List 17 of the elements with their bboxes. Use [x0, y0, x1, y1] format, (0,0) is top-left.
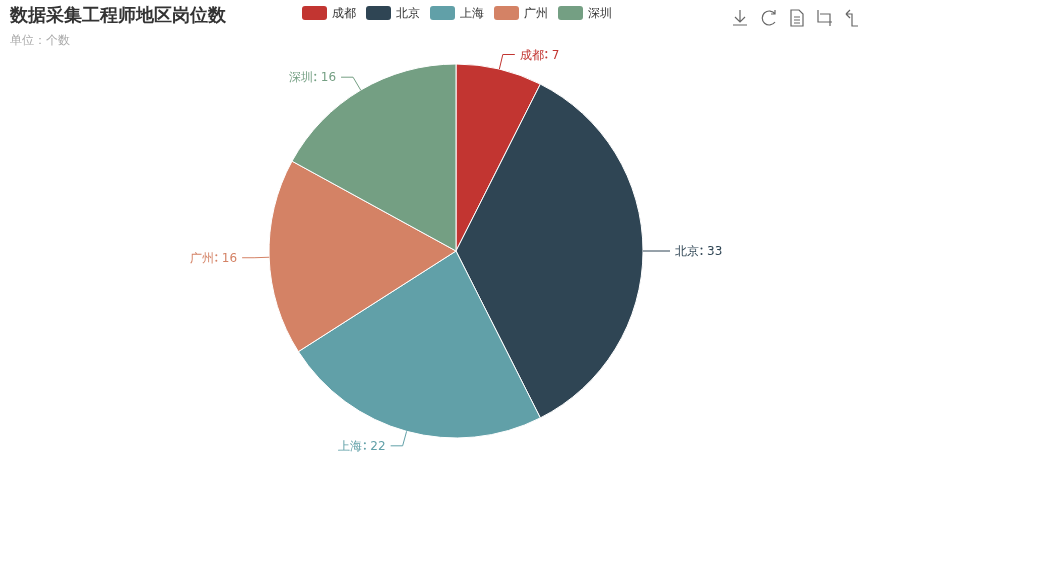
legend-label: 广州: [524, 6, 548, 20]
data-label: 16: [320, 70, 337, 85]
legend-label: 上海: [460, 6, 484, 20]
slice-label: 深圳: [288, 70, 313, 85]
slice-label: 成都: [519, 47, 544, 62]
text: 单位：个数: [10, 33, 70, 47]
chart-title: 数据采集工程师地区岗位数: [9, 4, 227, 25]
data-label: 7: [551, 47, 560, 62]
data-label: 22: [370, 438, 386, 453]
legend-label: 深圳: [588, 6, 612, 20]
data-label: 16: [221, 250, 238, 265]
slice-label: 上海: [338, 438, 363, 453]
slice-label: 广州: [189, 250, 214, 265]
legend-label: 成都: [332, 6, 356, 20]
slice-label: 北京: [675, 244, 699, 258]
legend-label: 北京: [396, 6, 420, 20]
data-label: 33: [707, 244, 723, 258]
